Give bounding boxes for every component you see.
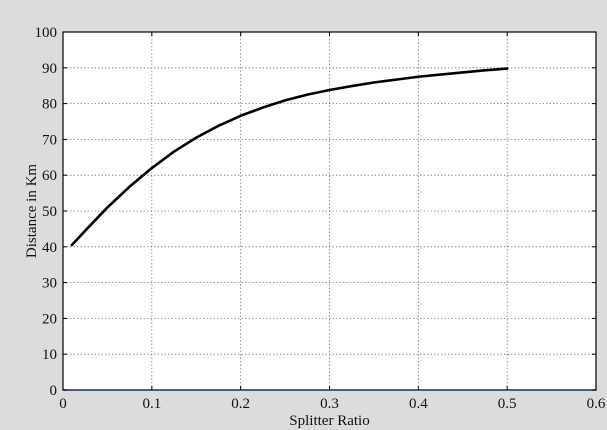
x-tick-label: 0 bbox=[59, 396, 67, 412]
y-tick-label: 10 bbox=[42, 347, 57, 363]
y-tick-label: 100 bbox=[35, 25, 58, 41]
y-tick-label: 40 bbox=[42, 240, 57, 256]
x-tick-labels: 0 0.1 0.2 0.3 0.4 0.5 0.6 bbox=[59, 396, 606, 412]
x-tick-label: 0.5 bbox=[498, 396, 517, 412]
grid-lines bbox=[63, 32, 596, 390]
x-tick-label: 0.1 bbox=[142, 396, 161, 412]
series-line-1 bbox=[70, 67, 509, 247]
y-axis-label: Distance in Km bbox=[24, 164, 40, 258]
y-tick-label: 90 bbox=[42, 61, 57, 77]
x-tick-label: 0.2 bbox=[231, 396, 250, 412]
y-tick-label: 20 bbox=[42, 311, 57, 327]
y-tick-label: 70 bbox=[42, 132, 57, 148]
x-tick-label: 0.3 bbox=[320, 396, 339, 412]
y-tick-labels: 0 10 20 30 40 50 60 70 80 90 100 bbox=[35, 25, 58, 399]
y-tick-label: 0 bbox=[50, 383, 58, 399]
series-group bbox=[70, 67, 509, 247]
axis-ticks bbox=[62, 31, 597, 391]
x-tick-label: 0.4 bbox=[409, 396, 428, 412]
x-tick-label: 0.6 bbox=[587, 396, 606, 412]
x-axis-label: Splitter Ratio bbox=[289, 413, 369, 429]
y-tick-label: 60 bbox=[42, 168, 57, 184]
y-tick-label: 80 bbox=[42, 97, 57, 113]
y-tick-label: 30 bbox=[42, 276, 57, 292]
y-tick-label: 50 bbox=[42, 204, 57, 220]
